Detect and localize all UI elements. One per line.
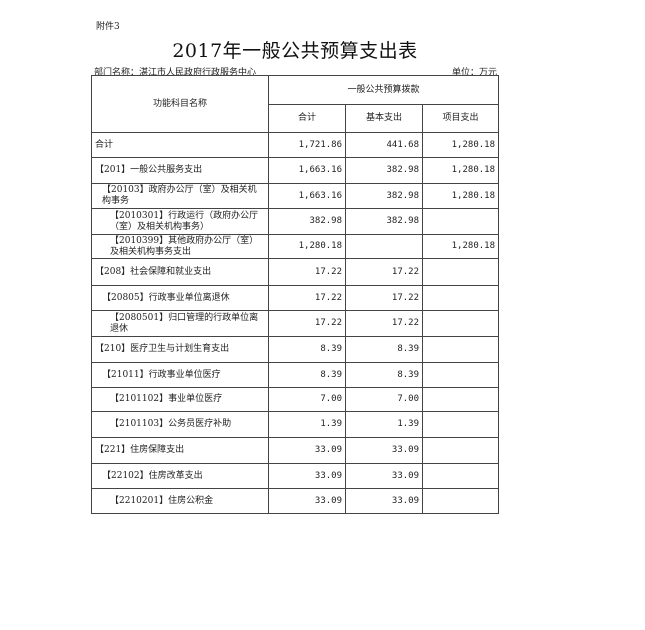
row-name: 【21011】行政事业单位医疗 (91, 362, 269, 388)
table-row: 【2010301】行政运行（政府办公厅（室）及相关机构事务） 382.98 382.… (91, 208, 499, 235)
row-name: 【201】一般公共服务支出 (91, 157, 269, 184)
table-row: 【22102】住房改革支出 33.09 33.09 (91, 463, 499, 489)
unit-label: 单位：万元 (452, 68, 498, 78)
budget-table: 功能科目名称 一般公共预算拨款 合计 基本支出 项目支出 合计 1,721.86 4… (91, 75, 499, 514)
header-basic: 基本支出 (345, 104, 423, 133)
row-total: 33.09 (268, 463, 346, 489)
row-project (422, 336, 499, 363)
row-total: 33.09 (268, 437, 346, 464)
row-total: 382.98 (268, 208, 346, 235)
row-total: 33.09 (268, 488, 346, 514)
row-project (422, 208, 499, 235)
header-name: 功能科目名称 (91, 75, 269, 133)
table-row: 【221】住房保障支出 33.09 33.09 (91, 437, 499, 464)
row-basic: 17.22 (345, 285, 423, 311)
row-project (422, 463, 499, 489)
row-basic: 382.98 (345, 183, 423, 209)
row-basic: 33.09 (345, 437, 423, 464)
row-project (422, 437, 499, 464)
page-title: 2017年一般公共预算支出表 (172, 40, 418, 62)
row-total: 1,280.18 (268, 234, 346, 259)
row-project: 1,280.18 (422, 234, 499, 259)
row-project (422, 258, 499, 286)
row-name: 【2080501】归口管理的行政单位离退休 (91, 310, 269, 337)
row-basic (345, 234, 423, 259)
row-total: 8.39 (268, 336, 346, 363)
header-group: 一般公共预算拨款 (268, 75, 499, 105)
row-name: 【208】社会保障和就业支出 (91, 258, 269, 286)
row-project (422, 387, 499, 412)
row-project (422, 310, 499, 337)
row-name: 【2010399】其他政府办公厅（室）及相关机构事务支出 (91, 234, 269, 259)
table-row: 合计 1,721.86 441.68 1,280.18 (91, 132, 499, 158)
row-total: 17.22 (268, 285, 346, 311)
row-project: 1,280.18 (422, 183, 499, 209)
row-name: 【2210201】住房公积金 (91, 488, 269, 514)
table-row: 【210】医疗卫生与计划生育支出 8.39 8.39 (91, 336, 499, 363)
row-basic: 33.09 (345, 463, 423, 489)
row-basic: 17.22 (345, 258, 423, 286)
table-row: 【20103】政府办公厅（室）及相关机构事务 1,663.16 382.98 1,28… (91, 183, 499, 209)
row-total: 1.39 (268, 411, 346, 438)
table-row: 【2080501】归口管理的行政单位离退休 17.22 17.22 (91, 310, 499, 337)
table-row: 【2010399】其他政府办公厅（室）及相关机构事务支出 1,280.18 1,28… (91, 234, 499, 259)
table-row: 【2101102】事业单位医疗 7.00 7.00 (91, 387, 499, 412)
row-total: 17.22 (268, 258, 346, 286)
row-total: 8.39 (268, 362, 346, 388)
row-total: 17.22 (268, 310, 346, 337)
table-row: 【2101103】公务员医疗补助 1.39 1.39 (91, 411, 499, 438)
table-row: 【201】一般公共服务支出 1,663.16 382.98 1,280.18 (91, 157, 499, 184)
row-name: 【20805】行政事业单位离退休 (91, 285, 269, 311)
row-name: 【2101102】事业单位医疗 (91, 387, 269, 412)
row-project (422, 411, 499, 438)
row-basic: 382.98 (345, 157, 423, 184)
row-basic: 441.68 (345, 132, 423, 158)
table-row: 【20805】行政事业单位离退休 17.22 17.22 (91, 285, 499, 311)
row-project (422, 285, 499, 311)
attachment-label: 附件3 (96, 22, 120, 32)
department-name: 部门名称：湛江市人民政府行政服务中心 (94, 68, 257, 78)
row-basic: 17.22 (345, 310, 423, 337)
row-name: 合计 (91, 132, 269, 158)
row-project (422, 362, 499, 388)
row-basic: 382.98 (345, 208, 423, 235)
row-basic: 1.39 (345, 411, 423, 438)
row-total: 1,721.86 (268, 132, 346, 158)
row-basic: 7.00 (345, 387, 423, 412)
row-basic: 8.39 (345, 362, 423, 388)
row-total: 7.00 (268, 387, 346, 412)
row-name: 【221】住房保障支出 (91, 437, 269, 464)
header-total: 合计 (268, 104, 346, 133)
row-project: 1,280.18 (422, 132, 499, 158)
row-project (422, 488, 499, 514)
row-name: 【2010301】行政运行（政府办公厅（室）及相关机构事务） (91, 208, 269, 235)
header-project: 项目支出 (422, 104, 499, 133)
row-name: 【20103】政府办公厅（室）及相关机构事务 (91, 183, 269, 209)
table-row: 【208】社会保障和就业支出 17.22 17.22 (91, 258, 499, 286)
row-name: 【210】医疗卫生与计划生育支出 (91, 336, 269, 363)
table-row: 【21011】行政事业单位医疗 8.39 8.39 (91, 362, 499, 388)
row-basic: 8.39 (345, 336, 423, 363)
row-name: 【22102】住房改革支出 (91, 463, 269, 489)
row-total: 1,663.16 (268, 157, 346, 184)
row-basic: 33.09 (345, 488, 423, 514)
table-row: 【2210201】住房公积金 33.09 33.09 (91, 488, 499, 514)
row-project: 1,280.18 (422, 157, 499, 184)
row-name: 【2101103】公务员医疗补助 (91, 411, 269, 438)
row-total: 1,663.16 (268, 183, 346, 209)
